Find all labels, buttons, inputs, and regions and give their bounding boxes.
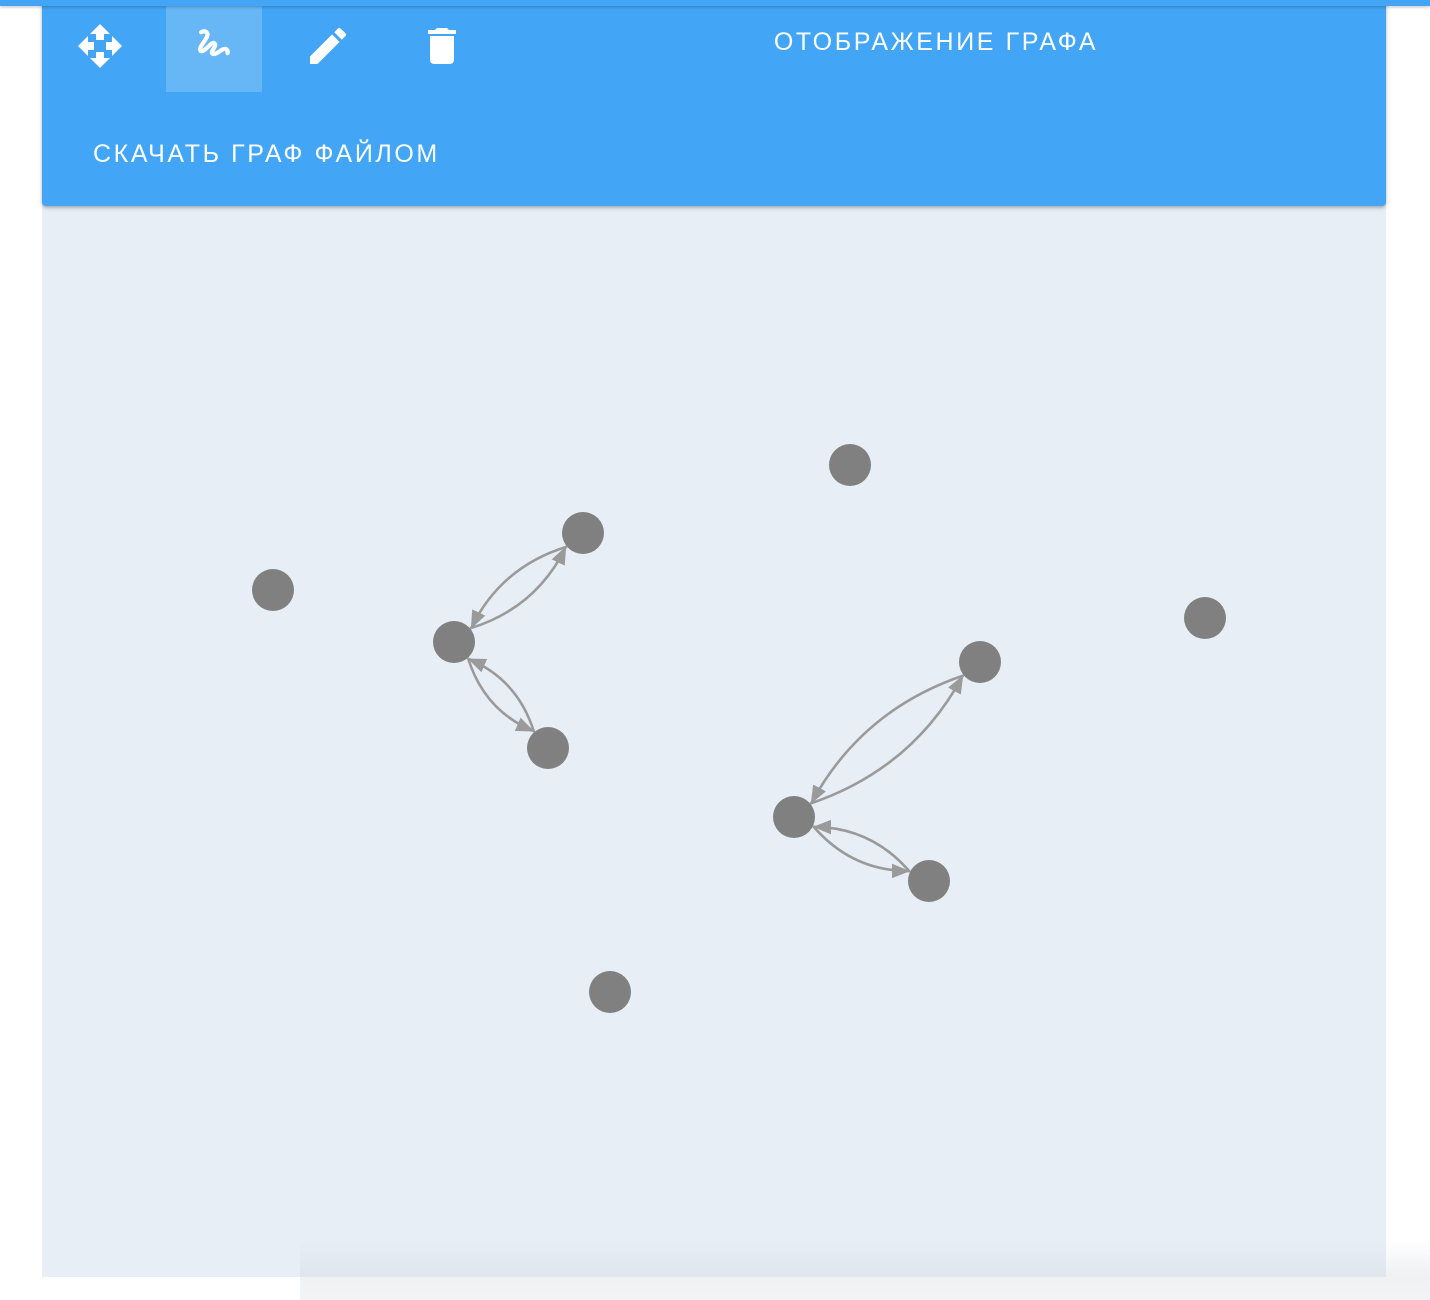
graph-node-n4[interactable]: [433, 621, 475, 663]
graph-app: ОТОБРАЖЕНИЕ ГРАФА СКАЧАТЬ ГРАФ ФАЙЛОМ: [42, 0, 1386, 1277]
graph-edge-n8-n6[interactable]: [809, 675, 964, 805]
move-tool-button[interactable]: [52, 0, 148, 92]
graph-edge-n4-n5[interactable]: [466, 657, 535, 732]
graph-node-n7[interactable]: [1184, 597, 1226, 639]
graph-node-n2[interactable]: [829, 444, 871, 486]
graph-node-n8[interactable]: [773, 796, 815, 838]
graph-node-n10[interactable]: [589, 971, 631, 1013]
edges-layer: [466, 545, 965, 879]
toolbar: ОТОБРАЖЕНИЕ ГРАФА СКАЧАТЬ ГРАФ ФАЙЛОМ: [42, 0, 1386, 206]
pencil-icon: [304, 22, 352, 70]
delete-tool-button[interactable]: [394, 0, 490, 92]
squiggle-draw-icon: [192, 24, 236, 68]
nodes-layer: [252, 444, 1226, 1013]
graph-canvas[interactable]: [42, 206, 1386, 1277]
move-arrows-icon: [76, 22, 124, 70]
graph-edge-n9-n8[interactable]: [812, 819, 911, 873]
graph-edge-n5-n4[interactable]: [467, 658, 536, 733]
graph-edge-n4-n3[interactable]: [469, 546, 567, 630]
graph-node-n9[interactable]: [908, 860, 950, 902]
graph-display-button[interactable]: ОТОБРАЖЕНИЕ ГРАФА: [773, 27, 1099, 56]
window-top-strip: [0, 0, 1430, 6]
trash-icon: [418, 22, 466, 70]
graph-edge-n6-n8[interactable]: [810, 674, 965, 804]
graph-node-n1[interactable]: [252, 569, 294, 611]
graph-svg[interactable]: [42, 206, 1386, 1277]
draw-tool-button[interactable]: [166, 0, 262, 92]
graph-node-n5[interactable]: [527, 727, 569, 769]
download-graph-button[interactable]: СКАЧАТЬ ГРАФ ФАЙЛОМ: [93, 139, 440, 168]
graph-edge-n3-n4[interactable]: [470, 545, 568, 629]
graph-edge-n8-n9[interactable]: [812, 825, 911, 879]
graph-node-n6[interactable]: [959, 641, 1001, 683]
edit-tool-button[interactable]: [280, 0, 376, 92]
graph-node-n3[interactable]: [562, 512, 604, 554]
